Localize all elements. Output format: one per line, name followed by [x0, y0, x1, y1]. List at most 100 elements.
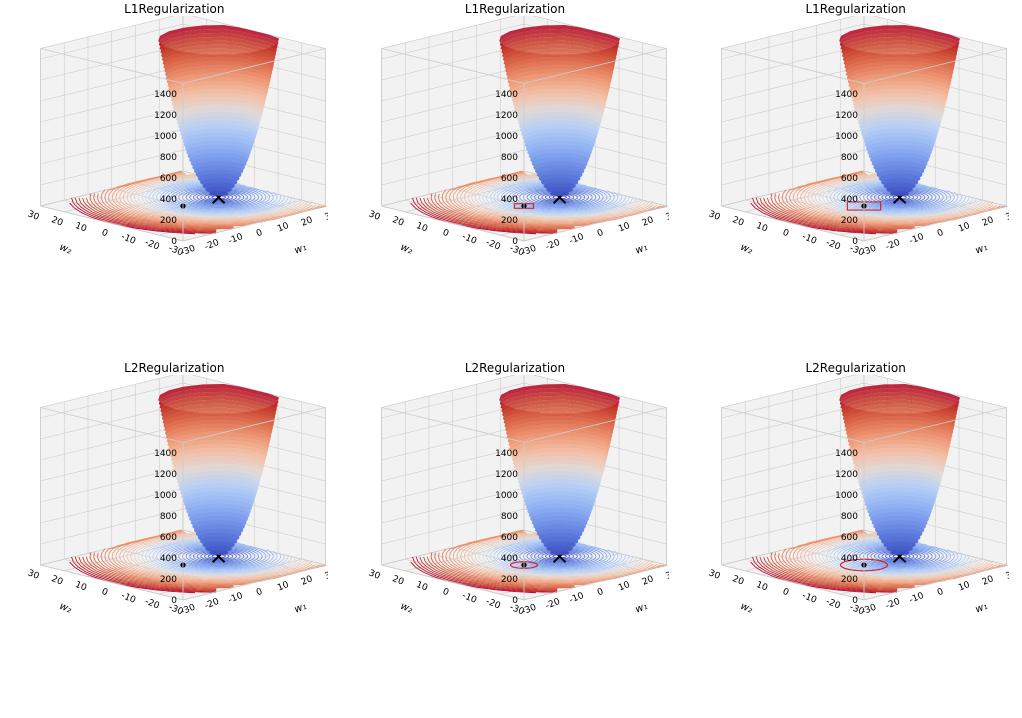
svg-text:10: 10 [74, 580, 89, 594]
svg-text:-20: -20 [544, 597, 562, 612]
svg-text:10: 10 [755, 580, 770, 594]
svg-text:1200: 1200 [835, 111, 858, 121]
subplot-title: L1Regularization [689, 2, 1022, 16]
svg-text:30: 30 [367, 568, 382, 582]
subplot-p21: L2Regularizationlambda = 1.0020040060080… [8, 361, 341, 718]
svg-text:-10: -10 [460, 232, 478, 247]
svg-text:1400: 1400 [835, 90, 858, 100]
svg-text:-10: -10 [227, 232, 245, 247]
svg-text:800: 800 [500, 512, 517, 522]
svg-text:800: 800 [841, 153, 858, 163]
svg-text:10: 10 [74, 221, 89, 235]
svg-text:600: 600 [160, 533, 177, 543]
svg-text:0: 0 [936, 587, 945, 599]
svg-text:20: 20 [390, 574, 405, 588]
svg-text:10: 10 [957, 580, 972, 594]
subplot-p11: L1Regularizationlambda = 1.0020040060080… [8, 2, 341, 359]
svg-text:1400: 1400 [495, 449, 518, 459]
svg-text:200: 200 [500, 575, 517, 585]
svg-text:20: 20 [50, 574, 65, 588]
svg-text:w₁: w₁ [634, 242, 649, 257]
svg-text:-10: -10 [120, 591, 138, 606]
svg-text:200: 200 [500, 216, 517, 226]
svg-text:-20: -20 [484, 597, 502, 612]
plot-3d: 0200400600800100012001400-30-20-10010203… [689, 375, 1009, 705]
svg-text:1400: 1400 [835, 449, 858, 459]
svg-text:30: 30 [367, 209, 382, 223]
svg-text:-20: -20 [203, 238, 221, 253]
plot-3d: 0200400600800100012001400-30-20-10010203… [8, 16, 328, 346]
svg-text:0: 0 [781, 228, 790, 240]
svg-text:10: 10 [617, 221, 632, 235]
svg-text:800: 800 [160, 512, 177, 522]
svg-text:20: 20 [300, 574, 315, 588]
svg-text:30: 30 [1005, 209, 1009, 223]
svg-text:-20: -20 [143, 597, 161, 612]
svg-text:1000: 1000 [835, 491, 858, 501]
svg-text:-10: -10 [568, 232, 586, 247]
svg-text:30: 30 [26, 568, 41, 582]
svg-text:30: 30 [707, 568, 722, 582]
svg-text:600: 600 [500, 533, 517, 543]
svg-text:-10: -10 [801, 591, 819, 606]
svg-text:-20: -20 [203, 597, 221, 612]
svg-text:-10: -10 [568, 591, 586, 606]
subplot-title: L2Regularization [8, 361, 341, 375]
svg-text:30: 30 [26, 209, 41, 223]
svg-text:-20: -20 [885, 597, 903, 612]
svg-text:1200: 1200 [495, 111, 518, 121]
svg-text:10: 10 [957, 221, 972, 235]
subplot-title: L2Regularization [689, 361, 1022, 375]
svg-text:400: 400 [160, 195, 177, 205]
svg-text:-20: -20 [484, 238, 502, 253]
svg-text:200: 200 [160, 575, 177, 585]
svg-text:400: 400 [841, 554, 858, 564]
svg-text:1000: 1000 [154, 491, 177, 501]
svg-text:600: 600 [500, 174, 517, 184]
svg-text:1400: 1400 [495, 90, 518, 100]
svg-text:200: 200 [841, 575, 858, 585]
svg-text:30: 30 [707, 209, 722, 223]
svg-text:0: 0 [255, 587, 264, 599]
svg-text:0: 0 [441, 587, 450, 599]
svg-text:w₂: w₂ [739, 242, 754, 257]
svg-text:1400: 1400 [154, 90, 177, 100]
subplot-p23: L2Regularizationlambda = 7.0020040060080… [689, 361, 1022, 718]
svg-text:20: 20 [50, 215, 65, 229]
svg-text:1000: 1000 [495, 132, 518, 142]
svg-text:0: 0 [100, 587, 109, 599]
subplot-title: L1Regularization [349, 2, 682, 16]
svg-text:10: 10 [276, 580, 291, 594]
svg-text:10: 10 [414, 580, 429, 594]
subplot-p13: L1Regularizationlambda = 7.0020040060080… [689, 2, 1022, 359]
svg-text:-10: -10 [801, 232, 819, 247]
svg-text:20: 20 [640, 215, 655, 229]
svg-text:20: 20 [731, 574, 746, 588]
svg-text:30: 30 [664, 209, 668, 223]
subplot-title: L1Regularization [8, 2, 341, 16]
svg-text:1200: 1200 [835, 470, 858, 480]
svg-text:800: 800 [500, 153, 517, 163]
svg-text:1200: 1200 [495, 470, 518, 480]
svg-text:w₁: w₁ [974, 242, 989, 257]
regularization-figure: L1Regularizationlambda = 1.0020040060080… [0, 0, 1022, 718]
svg-text:400: 400 [841, 195, 858, 205]
svg-text:w₁: w₁ [634, 601, 649, 616]
plot-3d: 0200400600800100012001400-30-20-10010203… [349, 16, 669, 346]
svg-text:10: 10 [414, 221, 429, 235]
svg-text:400: 400 [160, 554, 177, 564]
svg-text:1000: 1000 [154, 132, 177, 142]
subplot-title: L2Regularization [349, 361, 682, 375]
svg-text:w₁: w₁ [293, 601, 308, 616]
svg-text:600: 600 [841, 533, 858, 543]
plot-3d: 0200400600800100012001400-30-20-10010203… [689, 16, 1009, 346]
svg-text:-20: -20 [885, 238, 903, 253]
svg-text:1200: 1200 [154, 470, 177, 480]
svg-text:20: 20 [981, 574, 996, 588]
svg-text:1200: 1200 [154, 111, 177, 121]
svg-text:10: 10 [276, 221, 291, 235]
svg-text:20: 20 [390, 215, 405, 229]
svg-text:-10: -10 [908, 232, 926, 247]
svg-text:w₂: w₂ [739, 601, 754, 616]
svg-text:1000: 1000 [835, 132, 858, 142]
